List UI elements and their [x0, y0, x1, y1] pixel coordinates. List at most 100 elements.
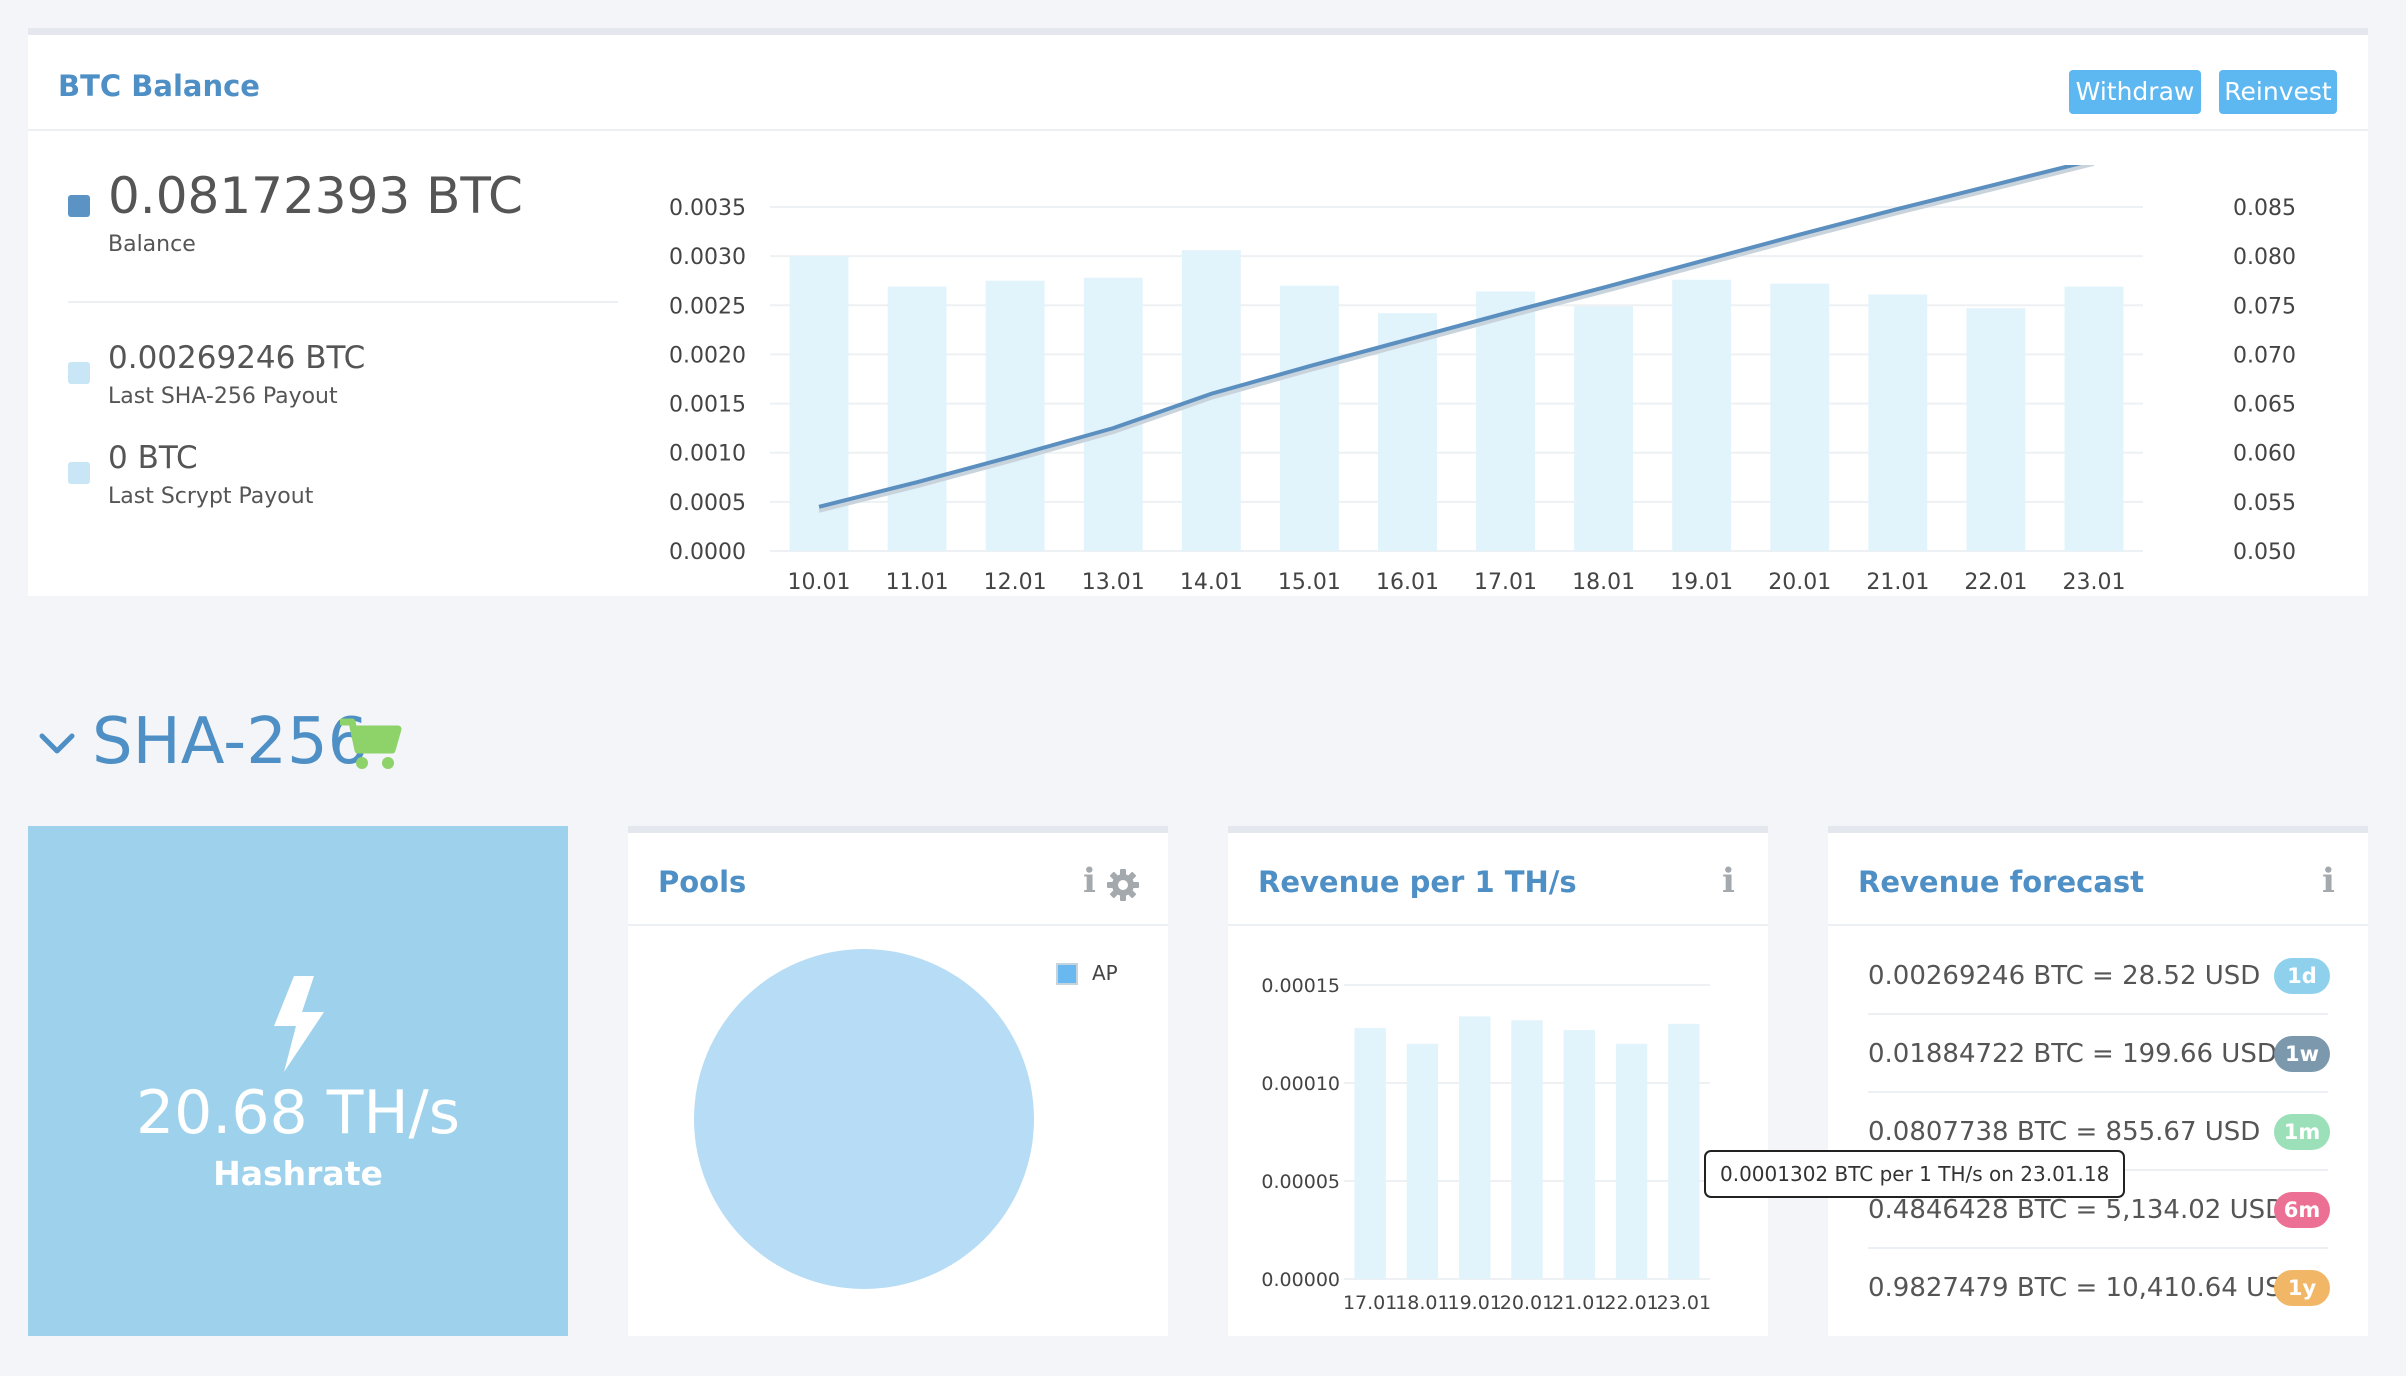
balance-legend-swatch	[68, 195, 90, 217]
balance-divider	[68, 301, 618, 303]
reinvest-button[interactable]: Reinvest	[2219, 70, 2337, 114]
y-tick-label: 0.00010	[1261, 1073, 1340, 1095]
bar	[1868, 294, 1928, 551]
y-tick-label: 0.0035	[669, 196, 746, 221]
bolt-icon	[274, 976, 324, 1072]
bar	[1476, 291, 1535, 551]
x-tick-label: 16.01	[1376, 570, 1439, 595]
bar	[985, 280, 1045, 551]
gear-icon[interactable]	[1106, 868, 1140, 902]
bar	[1083, 277, 1143, 551]
bar	[1672, 279, 1732, 551]
bar	[1378, 313, 1437, 551]
chart-tooltip: 0.0001302 BTC per 1 TH/s on 23.01.18	[1704, 1150, 2126, 1198]
hashrate-tile: 20.68 TH/s Hashrate	[28, 826, 568, 1336]
bar	[1511, 1020, 1543, 1279]
period-badge-1m: 1m	[2274, 1114, 2330, 1150]
header-divider	[28, 129, 2368, 131]
series-line	[818, 165, 2082, 509]
y-tick-label: 0.0005	[669, 491, 746, 516]
y2-tick-label: 0.050	[2233, 540, 2296, 565]
x-tick-label: 19.01	[1448, 1292, 1502, 1314]
forecast-row: 0.4846428 BTC = 5,134.02 USD	[1868, 1195, 2286, 1225]
period-badge-6m: 6m	[2274, 1192, 2330, 1228]
panel-title: Pools	[658, 865, 747, 899]
x-tick-label: 22.01	[1604, 1292, 1658, 1314]
x-tick-label: 19.01	[1670, 570, 1733, 595]
period-badge-1d: 1d	[2274, 958, 2330, 994]
withdraw-button[interactable]: Withdraw	[2069, 70, 2201, 114]
forecast-panel: Revenue forecast i 0.00269246 BTC = 28.5…	[1828, 826, 2368, 1336]
scrypt-payout-label: Last Scrypt Payout	[108, 484, 314, 509]
header-divider	[628, 924, 1168, 926]
info-icon[interactable]: i	[2322, 861, 2335, 901]
row-divider	[1868, 1013, 2328, 1015]
x-tick-label: 18.01	[1395, 1292, 1449, 1314]
forecast-row: 0.9827479 BTC = 10,410.64 USD	[1868, 1273, 2302, 1303]
bar	[1354, 1028, 1386, 1279]
y2-tick-label: 0.085	[2233, 196, 2296, 221]
x-tick-label: 20.01	[1768, 570, 1831, 595]
x-tick-label: 14.01	[1180, 570, 1243, 595]
section-collapse-toggle[interactable]	[38, 728, 78, 758]
info-icon[interactable]: i	[1083, 861, 1096, 901]
y-tick-label: 0.0030	[669, 245, 746, 270]
header-divider	[1228, 924, 1768, 926]
y2-tick-label: 0.075	[2233, 294, 2296, 319]
sha-payout-label: Last SHA-256 Payout	[108, 384, 338, 409]
y2-tick-label: 0.065	[2233, 393, 2296, 418]
bar	[1668, 1023, 1700, 1279]
sha-payout-value: 0.00269246 BTC	[108, 340, 366, 376]
balance-label: Balance	[108, 232, 196, 257]
pools-panel: Pools i AP	[628, 826, 1168, 1336]
info-icon[interactable]: i	[1722, 861, 1735, 901]
bar	[1966, 308, 2026, 551]
legend-label-ap: AP	[1092, 961, 1118, 985]
period-badge-1w: 1w	[2274, 1036, 2330, 1072]
panel-title: BTC Balance	[58, 69, 260, 103]
bar	[1279, 285, 1339, 551]
btc-balance-panel: BTC Balance Withdraw Reinvest 0.08172393…	[28, 28, 2368, 596]
y2-tick-label: 0.060	[2233, 442, 2296, 467]
section-title: SHA-256	[92, 705, 369, 779]
chevron-down-icon	[39, 733, 75, 754]
x-tick-label: 10.01	[788, 570, 851, 595]
bar	[2064, 286, 2124, 551]
x-tick-label: 18.01	[1572, 570, 1635, 595]
row-divider	[1868, 1247, 2328, 1249]
y2-tick-label: 0.080	[2233, 245, 2296, 270]
bar	[1563, 1030, 1595, 1279]
y-tick-label: 0.0010	[669, 442, 746, 467]
forecast-row: 0.01884722 BTC = 199.66 USD	[1868, 1039, 2277, 1069]
bar	[1574, 306, 1634, 551]
balance-value: 0.08172393 BTC	[108, 167, 523, 225]
forecast-row: 0.0807738 BTC = 855.67 USD	[1868, 1117, 2261, 1147]
revenue-chart: 0.00000 0.00005 0.00010 0.00015 17.0118.0119…	[1261, 975, 1711, 1314]
bar	[1406, 1043, 1439, 1279]
cart-icon	[338, 718, 402, 769]
period-badge-1y: 1y	[2274, 1270, 2330, 1306]
x-tick-label: 15.01	[1278, 570, 1341, 595]
x-tick-label: 21.01	[1552, 1292, 1606, 1314]
y-tick-label: 0.00005	[1261, 1171, 1340, 1193]
y-tick-label: 0.0015	[669, 393, 746, 418]
x-tick-label: 12.01	[984, 570, 1047, 595]
y-tick-label: 0.00015	[1261, 975, 1340, 997]
y2-tick-label: 0.055	[2233, 491, 2296, 516]
x-tick-label: 23.01	[1657, 1292, 1711, 1314]
forecast-row: 0.00269246 BTC = 28.52 USD	[1868, 961, 2261, 991]
bar	[1615, 1043, 1648, 1279]
buy-hashrate-link[interactable]	[338, 716, 402, 772]
bar	[887, 286, 947, 551]
y-tick-label: 0.0025	[669, 294, 746, 319]
row-divider	[1868, 1091, 2328, 1093]
x-tick-label: 11.01	[886, 570, 949, 595]
panel-title: Revenue per 1 TH/s	[1258, 865, 1577, 899]
bar	[1459, 1016, 1491, 1279]
hashrate-value: 20.68 TH/s	[135, 1078, 461, 1148]
header-divider	[1828, 924, 2368, 926]
x-tick-label: 17.01	[1474, 570, 1537, 595]
pools-pie-chart	[694, 949, 1034, 1289]
scrypt-payout-swatch	[68, 462, 90, 484]
x-tick-label: 22.01	[1964, 570, 2027, 595]
